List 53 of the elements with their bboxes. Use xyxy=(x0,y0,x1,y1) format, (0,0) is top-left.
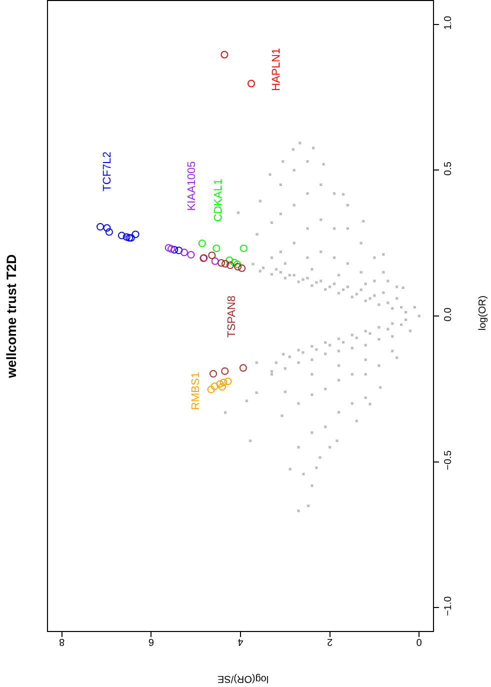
point xyxy=(212,244,220,252)
point xyxy=(218,383,226,391)
point xyxy=(230,258,238,266)
y-tick-label: −1.0 xyxy=(443,596,454,616)
point xyxy=(170,246,178,254)
text: RMBS1 xyxy=(190,372,202,410)
text: KIAA1005 xyxy=(186,161,198,211)
point xyxy=(239,364,247,372)
y-tick-label: 0.5 xyxy=(443,161,454,176)
point xyxy=(164,244,172,252)
x-tick-label: 8 xyxy=(58,636,65,647)
text: TCF7L2 xyxy=(101,152,114,192)
point xyxy=(105,228,113,236)
point xyxy=(238,264,246,272)
point xyxy=(198,240,206,248)
text: wellcome trust T2D xyxy=(4,254,19,380)
text: HAPLN1 xyxy=(270,48,283,91)
x-tick-label: 6 xyxy=(148,636,154,647)
point xyxy=(208,252,216,260)
point xyxy=(132,230,140,238)
point xyxy=(220,50,228,58)
point xyxy=(180,248,188,256)
point xyxy=(224,378,232,386)
x-tick-label: 2 xyxy=(326,636,333,647)
point xyxy=(220,378,228,386)
point xyxy=(210,382,218,390)
point xyxy=(96,223,104,230)
point xyxy=(210,370,218,378)
point xyxy=(187,251,195,258)
point xyxy=(216,380,224,388)
text: CDKAL1 xyxy=(212,178,225,222)
point xyxy=(103,224,111,232)
point xyxy=(218,259,226,267)
point xyxy=(221,367,229,375)
point xyxy=(226,256,234,264)
point xyxy=(211,257,219,265)
x-axis-title: log(OR)/SE xyxy=(217,672,269,684)
point xyxy=(168,245,176,253)
point xyxy=(122,233,130,241)
point xyxy=(240,244,248,252)
point xyxy=(118,232,126,240)
text: TSPAN8 xyxy=(226,296,238,338)
y-tick-label: 0.0 xyxy=(443,307,454,322)
y-tick-label: 1.0 xyxy=(443,15,454,30)
point xyxy=(175,246,183,254)
point xyxy=(226,262,234,269)
x-tick-label: 4 xyxy=(237,636,244,647)
point xyxy=(207,386,215,394)
point xyxy=(247,80,255,88)
point xyxy=(222,260,230,268)
x-tick-label: 0 xyxy=(416,636,422,647)
y-axis-title: log(OR) xyxy=(478,296,489,331)
y-tick-label: −0.5 xyxy=(443,450,454,470)
